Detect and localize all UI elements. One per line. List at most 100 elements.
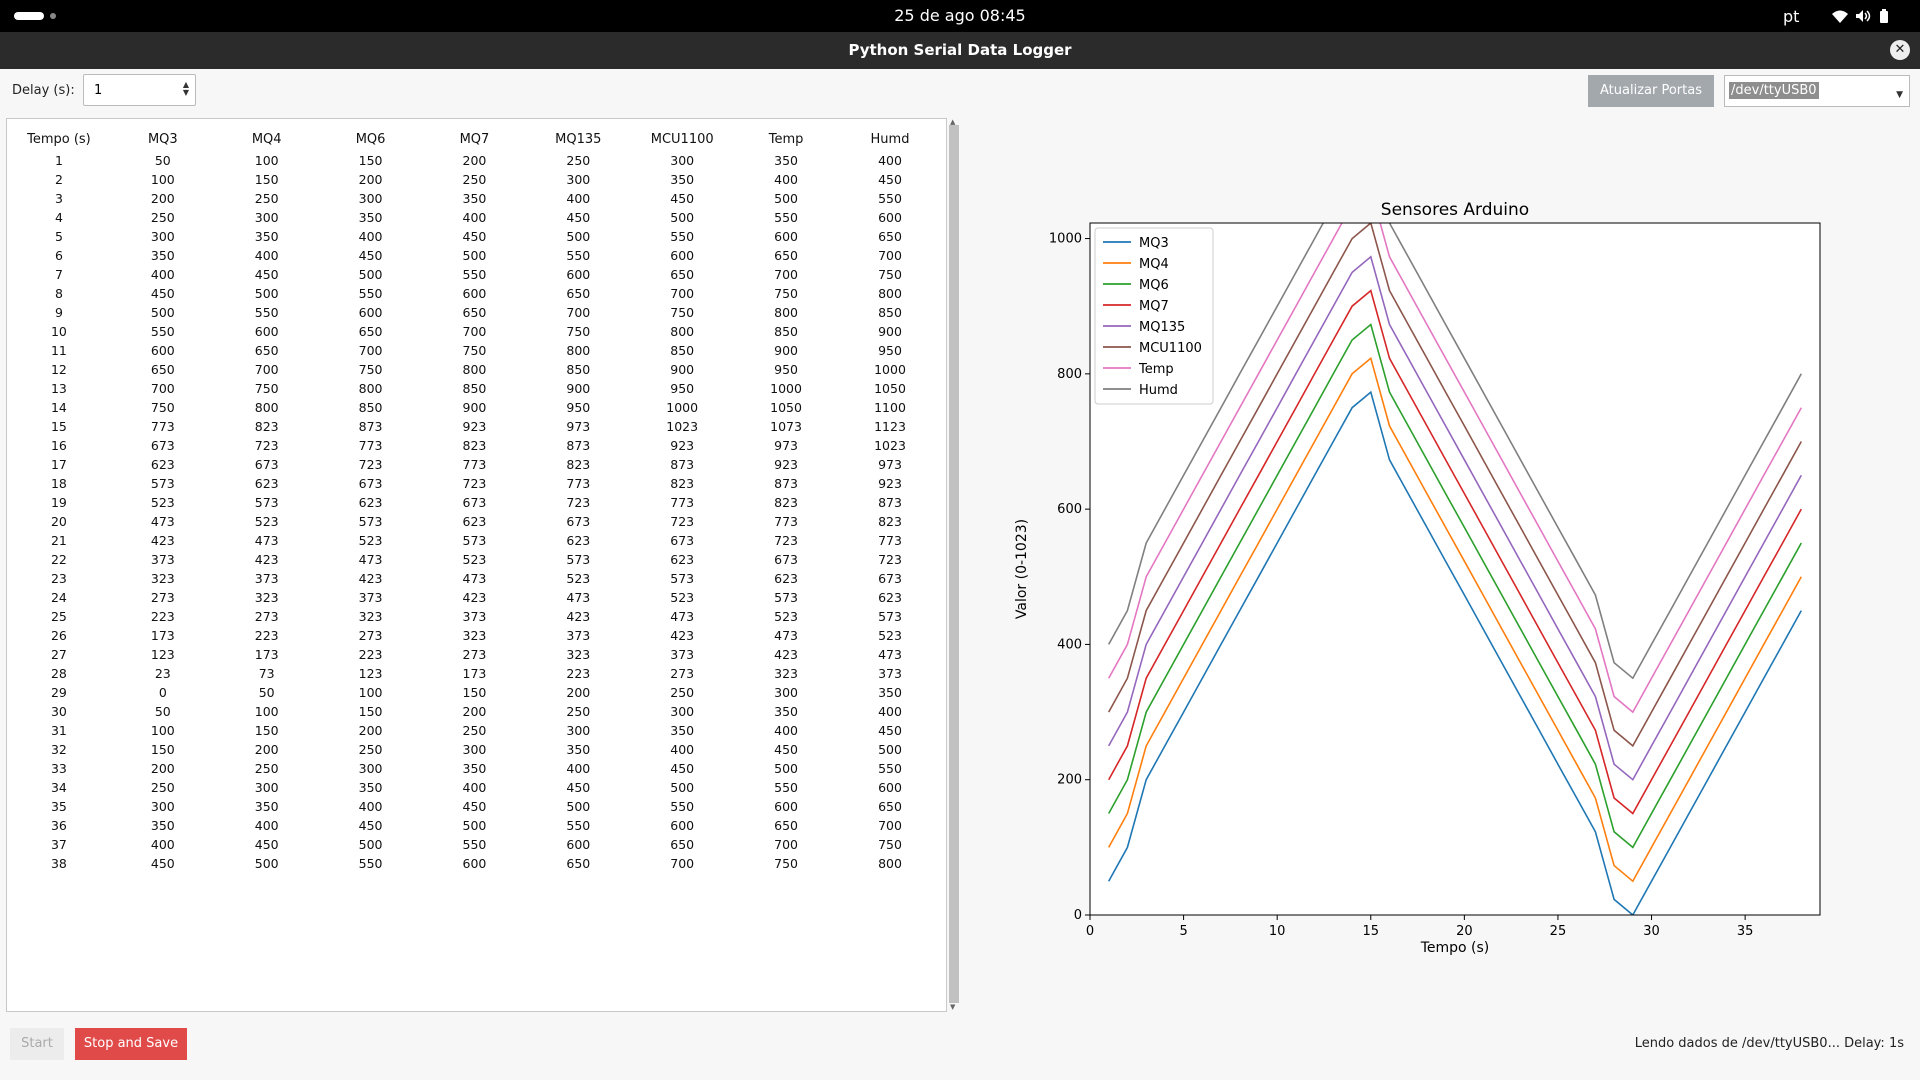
table-cell[interactable]: 13 — [50, 381, 67, 396]
table-cell[interactable]: 1000 — [874, 362, 906, 377]
table-cell[interactable]: 600 — [150, 343, 175, 358]
table-cell[interactable]: 923 — [670, 438, 695, 453]
workspace-dot[interactable] — [50, 13, 56, 19]
table-cell[interactable]: 600 — [774, 799, 798, 814]
table-row[interactable]: 2 100 150 200 250 300 350 400 450 — [7, 170, 942, 189]
table-cell[interactable]: 600 — [462, 286, 487, 301]
table-cell[interactable]: 850 — [566, 362, 591, 377]
table-cell[interactable]: 623 — [462, 514, 487, 529]
table-cell[interactable]: 150 — [358, 153, 383, 168]
table-row[interactable]: 32 150 200 250 300 350 400 450 500 — [7, 740, 942, 759]
table-cell[interactable]: 723 — [566, 495, 591, 510]
table-cell[interactable]: 450 — [358, 248, 383, 263]
column-header[interactable]: MCU1100 — [650, 131, 714, 147]
scroll-up-icon[interactable]: ▲ — [950, 118, 956, 126]
table-cell[interactable]: 600 — [358, 305, 383, 320]
table-cell[interactable]: 5 — [54, 229, 63, 244]
table-cell[interactable]: 673 — [150, 438, 175, 453]
table-cell[interactable]: 650 — [566, 286, 591, 301]
table-cell[interactable]: 500 — [254, 856, 279, 871]
table-cell[interactable]: 0 — [158, 685, 167, 700]
table-cell[interactable]: 350 — [462, 191, 487, 206]
table-row[interactable]: 12 650 700 750 800 850 900 950 1000 — [7, 360, 942, 379]
table-cell[interactable]: 973 — [878, 457, 902, 472]
table-cell[interactable]: 17 — [50, 457, 67, 472]
table-cell[interactable]: 200 — [254, 742, 279, 757]
table-row[interactable]: 18 573 623 673 723 773 823 873 923 — [7, 474, 942, 493]
table-cell[interactable]: 50 — [258, 685, 275, 700]
table-cell[interactable]: 373 — [878, 666, 902, 681]
delay-spinbox[interactable]: 1 ▲ ▼ — [83, 74, 196, 106]
table-cell[interactable]: 750 — [462, 343, 487, 358]
table-cell[interactable]: 623 — [670, 552, 695, 567]
table-cell[interactable]: 673 — [566, 514, 591, 529]
table-cell[interactable]: 450 — [878, 172, 902, 187]
table-cell[interactable]: 100 — [254, 704, 279, 719]
table-cell[interactable]: 273 — [358, 628, 383, 643]
table-cell[interactable]: 550 — [358, 286, 383, 301]
table-cell[interactable]: 473 — [878, 647, 902, 662]
table-cell[interactable]: 1023 — [874, 438, 906, 453]
table-cell[interactable]: 423 — [254, 552, 279, 567]
table-cell[interactable]: 100 — [150, 172, 175, 187]
table-row[interactable]: 23 323 373 423 473 523 573 623 673 — [7, 569, 942, 588]
table-cell[interactable]: 673 — [670, 533, 695, 548]
table-cell[interactable]: 300 — [254, 210, 279, 225]
table-row[interactable]: 27 123 173 223 273 323 373 423 473 — [7, 645, 942, 664]
table-cell[interactable]: 400 — [566, 191, 591, 206]
table-cell[interactable]: 21 — [50, 533, 67, 548]
table-cell[interactable]: 50 — [154, 704, 171, 719]
table-cell[interactable]: 423 — [150, 533, 175, 548]
table-row[interactable]: 13 700 750 800 850 900 950 1000 1050 — [7, 379, 942, 398]
table-cell[interactable]: 400 — [358, 229, 383, 244]
table-cell[interactable]: 150 — [462, 685, 487, 700]
table-cell[interactable]: 650 — [462, 305, 487, 320]
table-cell[interactable]: 950 — [774, 362, 798, 377]
table-cell[interactable]: 23 — [50, 571, 67, 586]
start-button[interactable]: Start — [10, 1028, 64, 1060]
table-cell[interactable]: 400 — [150, 267, 175, 282]
table-cell[interactable]: 200 — [566, 685, 591, 700]
table-cell[interactable]: 573 — [774, 590, 798, 605]
table-cell[interactable]: 750 — [878, 267, 902, 282]
table-cell[interactable]: 2 — [54, 172, 63, 187]
table-row[interactable]: 8 450 500 550 600 650 700 750 800 — [7, 284, 942, 303]
table-cell[interactable]: 1050 — [770, 400, 802, 415]
table-cell[interactable]: 750 — [774, 286, 798, 301]
table-cell[interactable]: 250 — [462, 172, 487, 187]
table-cell[interactable]: 250 — [566, 153, 591, 168]
table-cell[interactable]: 823 — [774, 495, 798, 510]
table-cell[interactable]: 223 — [358, 647, 383, 662]
table-cell[interactable]: 550 — [566, 818, 591, 833]
table-cell[interactable]: 773 — [878, 533, 902, 548]
table-cell[interactable]: 350 — [254, 799, 279, 814]
table-row[interactable]: 35 300 350 400 450 500 550 600 650 — [7, 797, 942, 816]
table-cell[interactable]: 250 — [566, 704, 591, 719]
table-row[interactable]: 3 200 250 300 350 400 450 500 550 — [7, 189, 942, 208]
table-cell[interactable]: 650 — [878, 229, 902, 244]
table-cell[interactable]: 723 — [774, 533, 798, 548]
table-cell[interactable]: 700 — [254, 362, 279, 377]
column-header[interactable]: Temp — [768, 131, 804, 147]
table-cell[interactable]: 600 — [774, 229, 798, 244]
table-cell[interactable]: 26 — [50, 628, 67, 643]
table-cell[interactable]: 200 — [358, 172, 383, 187]
table-cell[interactable]: 223 — [254, 628, 279, 643]
table-cell[interactable]: 600 — [670, 818, 695, 833]
table-cell[interactable]: 623 — [358, 495, 383, 510]
table-cell[interactable]: 373 — [150, 552, 175, 567]
table-cell[interactable]: 73 — [258, 666, 275, 681]
table-cell[interactable]: 450 — [566, 210, 591, 225]
table-cell[interactable]: 500 — [358, 267, 383, 282]
table-cell[interactable]: 673 — [358, 476, 383, 491]
table-cell[interactable]: 723 — [462, 476, 487, 491]
table-cell[interactable]: 600 — [878, 210, 902, 225]
table-cell[interactable]: 673 — [462, 495, 487, 510]
table-row[interactable]: 16 673 723 773 823 873 923 973 1023 — [7, 436, 942, 455]
table-cell[interactable]: 623 — [254, 476, 279, 491]
table-cell[interactable]: 300 — [670, 153, 695, 168]
table-cell[interactable]: 10 — [50, 324, 67, 339]
table-cell[interactable]: 18 — [50, 476, 67, 491]
table-cell[interactable]: 950 — [878, 343, 902, 358]
table-cell[interactable]: 100 — [150, 723, 175, 738]
